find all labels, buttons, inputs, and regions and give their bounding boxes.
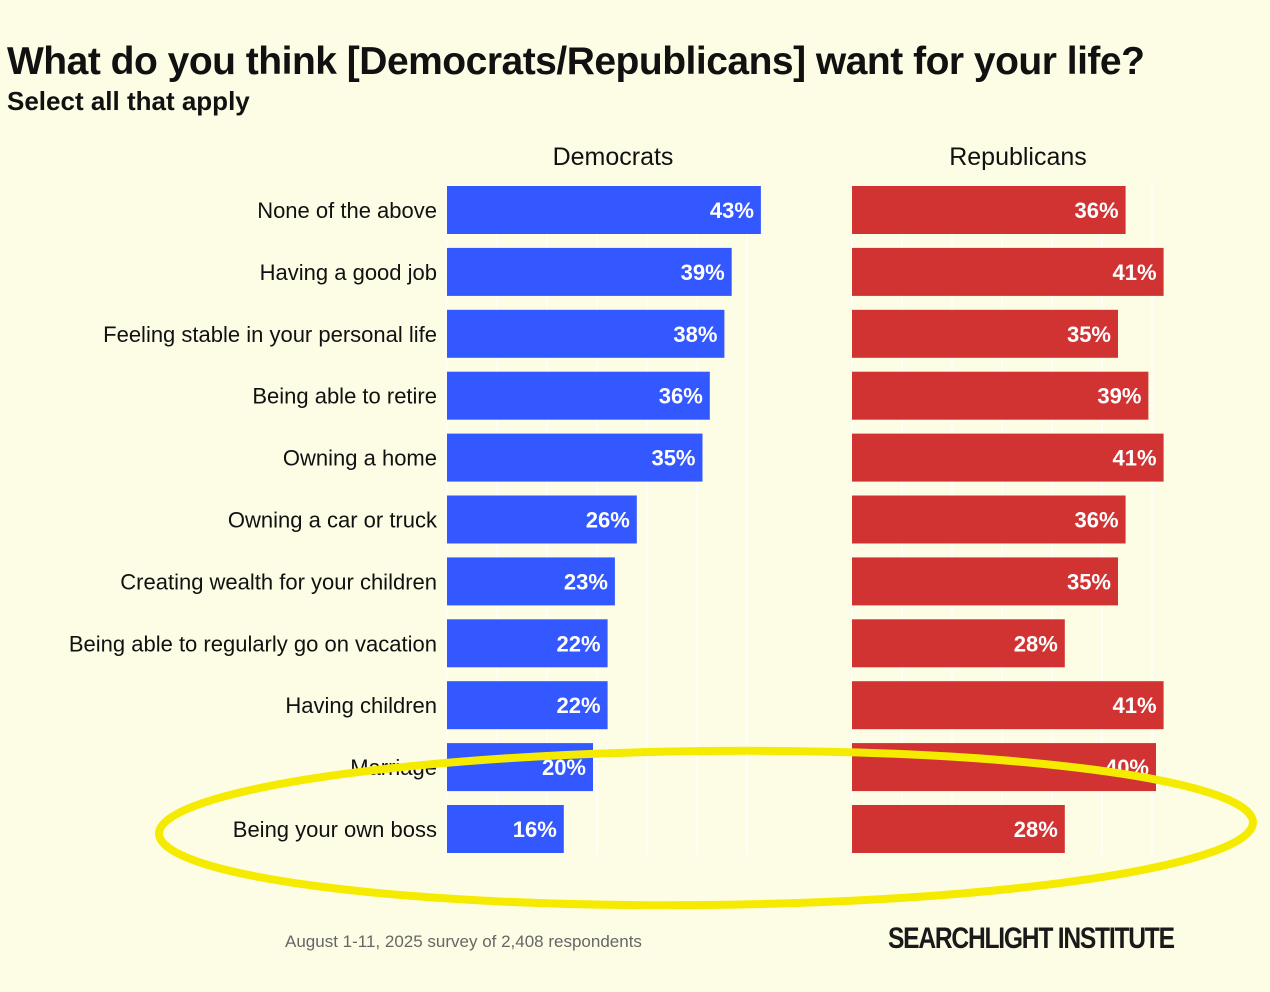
republicans-bar (852, 186, 1126, 234)
democrats-value-label: 36% (659, 384, 703, 409)
democrats-bar (447, 433, 703, 482)
category-label: Having a good job (260, 260, 437, 285)
republicans-value-label: 35% (1067, 569, 1111, 594)
category-label: Having children (285, 693, 437, 718)
republicans-value-label: 41% (1113, 446, 1157, 471)
democrats-bar (447, 371, 710, 420)
democrats-value-label: 22% (557, 693, 601, 718)
source-note: August 1-11, 2025 survey of 2,408 respon… (285, 932, 642, 951)
category-label: Creating wealth for your children (120, 569, 437, 594)
republicans-bar (852, 495, 1126, 544)
category-label: None of the above (257, 198, 437, 223)
republicans-bar (852, 619, 1065, 668)
democrats-value-label: 35% (651, 446, 695, 471)
democrats-value-label: 23% (564, 569, 608, 594)
category-label: Owning a car or truck (228, 508, 438, 533)
republicans-value-label: 36% (1075, 508, 1119, 533)
highlight-ellipse (155, 746, 1257, 910)
republicans-value-label: 39% (1097, 384, 1141, 409)
series-header-democrats: Democrats (552, 143, 674, 171)
democrats-value-label: 43% (710, 198, 754, 223)
democrats-bar (447, 557, 615, 606)
republicans-value-label: 28% (1014, 817, 1058, 842)
republicans-bar (852, 805, 1065, 853)
democrats-bar (447, 805, 564, 853)
democrats-bar (447, 495, 637, 544)
republicans-bar (852, 247, 1164, 296)
series-header-republicans: Republicans (949, 143, 1087, 171)
democrats-bar (447, 681, 608, 730)
democrats-bar (447, 186, 761, 234)
republicans-bar (852, 309, 1118, 358)
democrats-bar (447, 309, 725, 358)
category-label: Being able to retire (252, 384, 437, 409)
republicans-value-label: 28% (1014, 631, 1058, 656)
chart-subtitle: Select all that apply (7, 86, 250, 116)
category-label: Being able to regularly go on vacation (69, 631, 437, 656)
chart-title: What do you think [Democrats/Republicans… (7, 40, 1145, 83)
democrats-value-label: 26% (586, 508, 630, 533)
republicans-bar (852, 371, 1149, 420)
republicans-value-label: 41% (1113, 260, 1157, 285)
democrats-bar (447, 247, 732, 296)
category-label: Being your own boss (233, 817, 437, 842)
searchlight-logo: SEARCHLIGHT INSTITUTE (888, 922, 1175, 955)
republicans-bar (852, 433, 1164, 482)
republicans-value-label: 35% (1067, 322, 1111, 347)
democrats-value-label: 39% (681, 260, 725, 285)
republicans-bar (852, 557, 1118, 606)
democrats-value-label: 16% (513, 817, 557, 842)
democrats-bar (447, 619, 608, 668)
republicans-value-label: 36% (1075, 198, 1119, 223)
democrats-value-label: 22% (557, 631, 601, 656)
republicans-bar (852, 681, 1164, 730)
category-label: Feeling stable in your personal life (103, 322, 437, 347)
republicans-value-label: 41% (1113, 693, 1157, 718)
democrats-value-label: 38% (673, 322, 717, 347)
category-label: Owning a home (283, 446, 437, 471)
